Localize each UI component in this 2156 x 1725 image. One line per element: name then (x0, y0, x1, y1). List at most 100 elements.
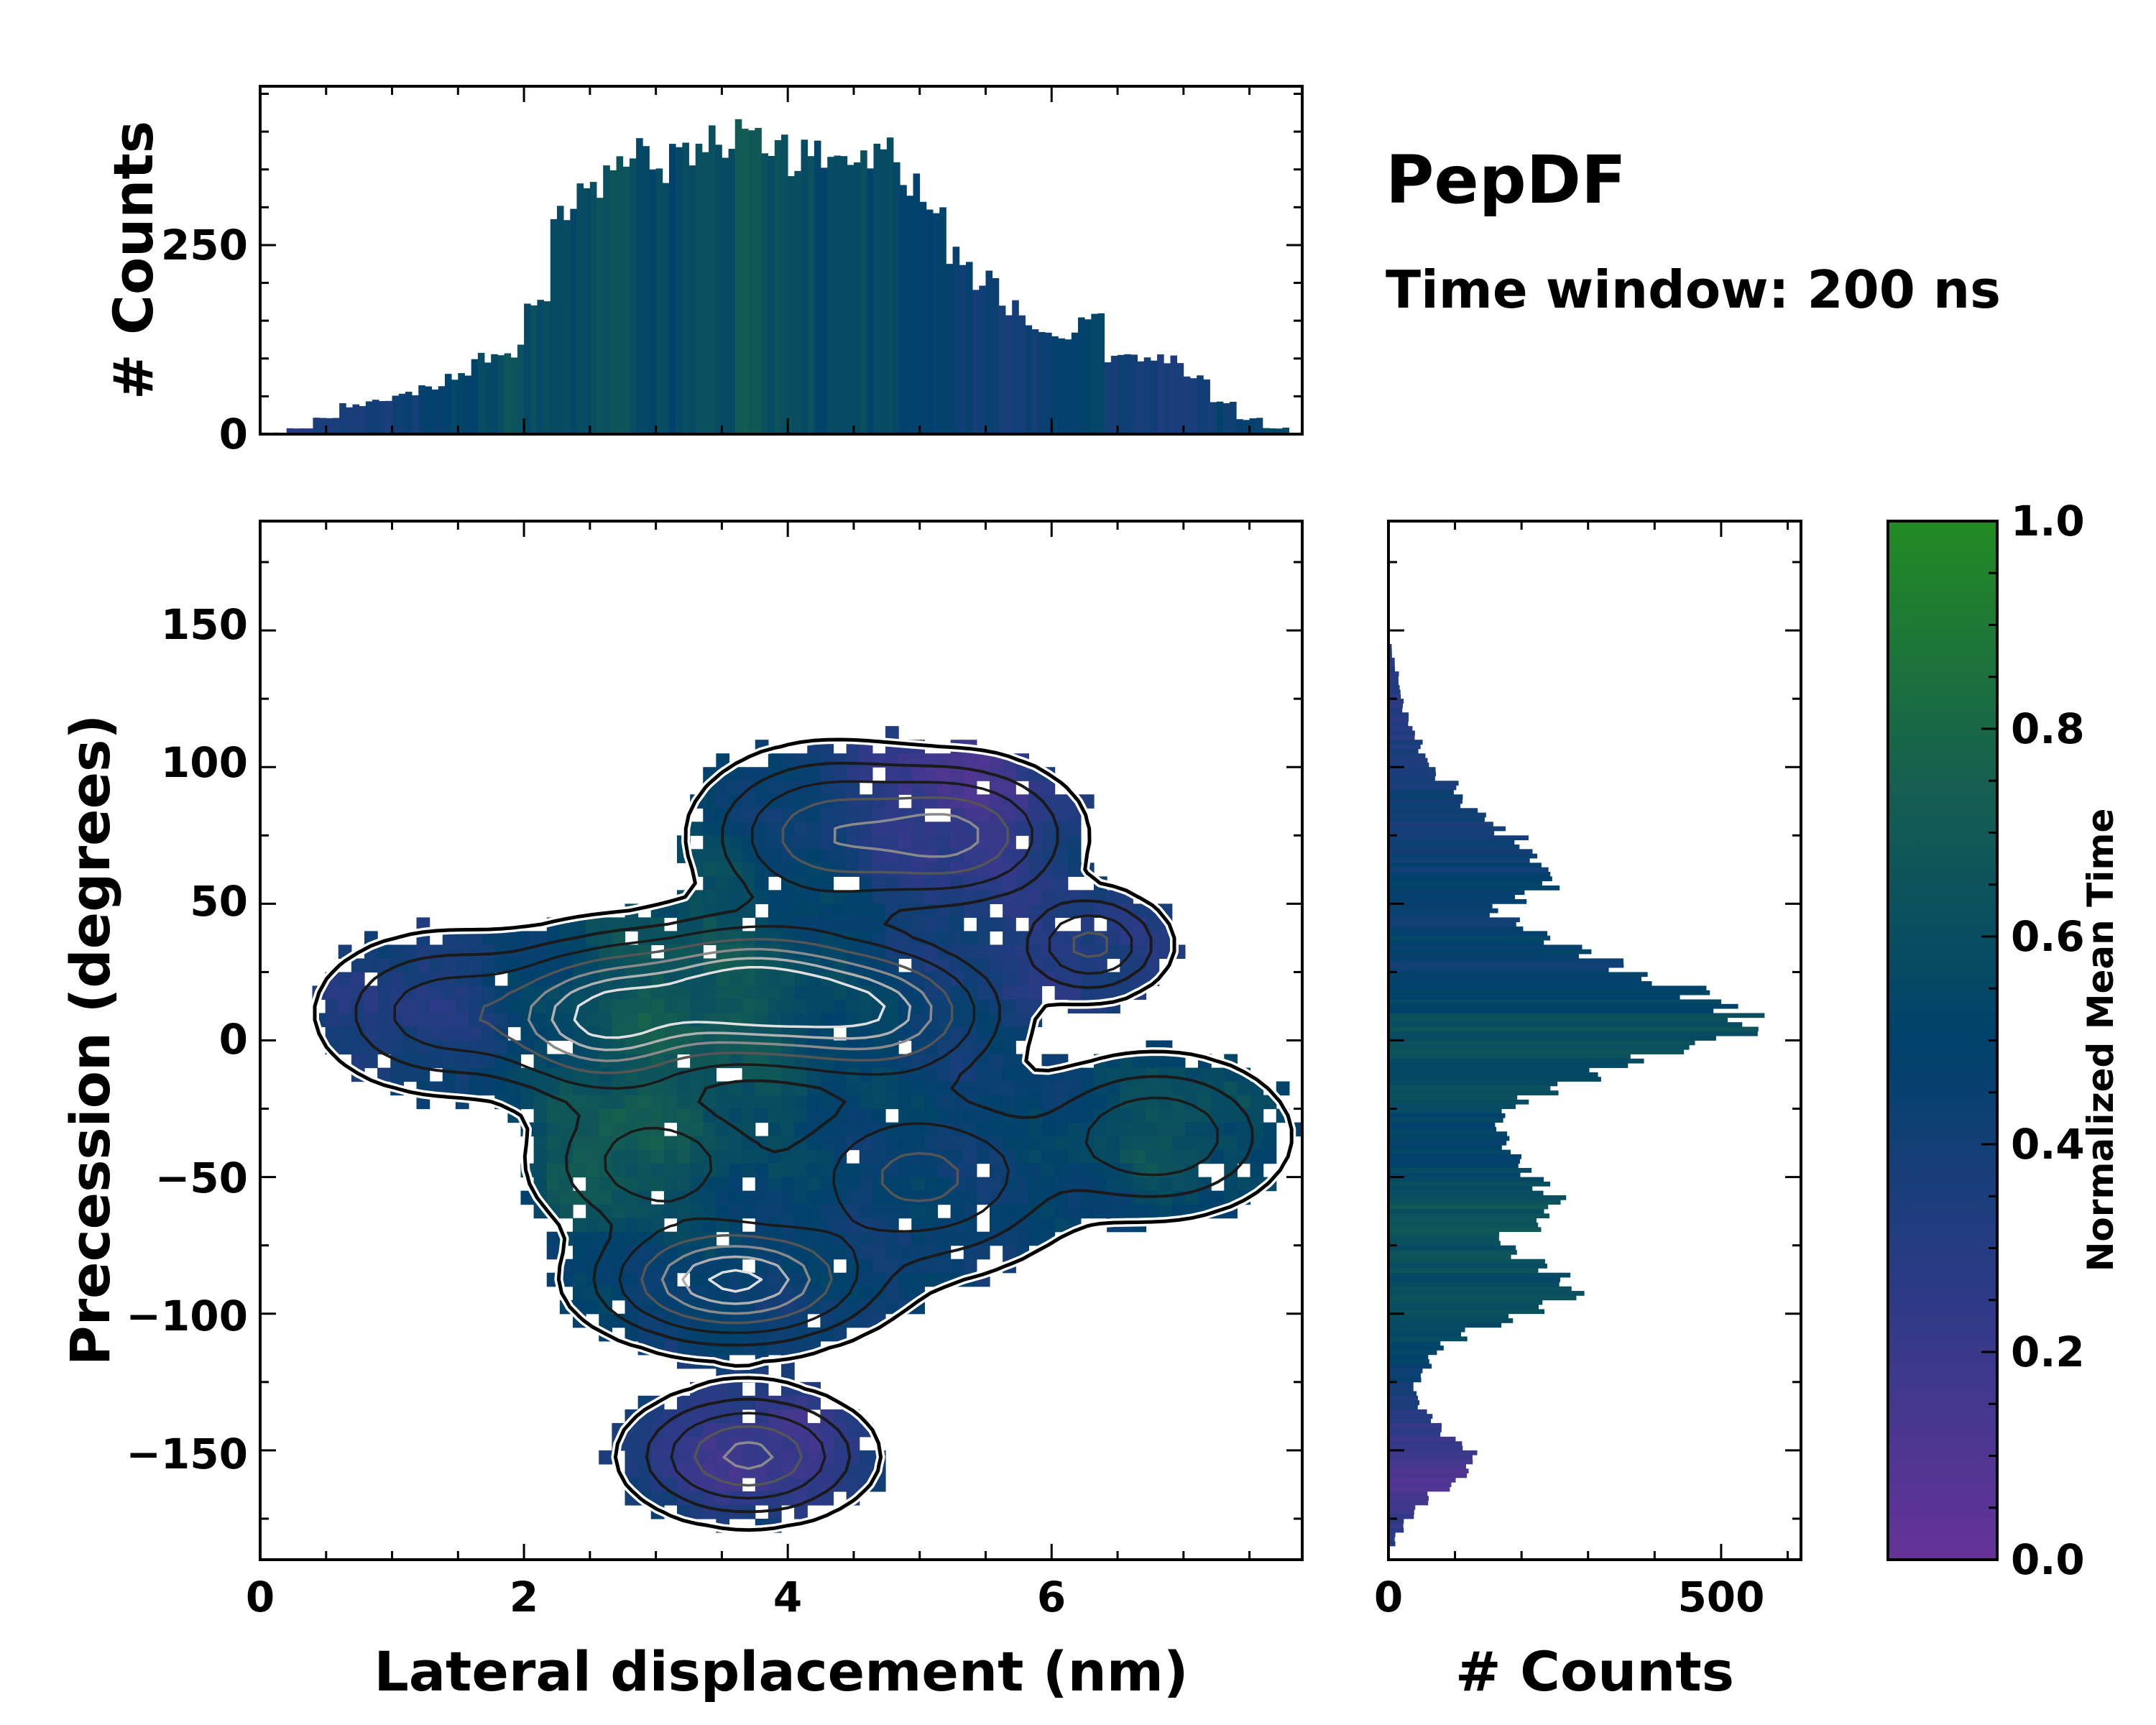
heatmap-cell (833, 1327, 847, 1342)
heatmap-cell (364, 1026, 378, 1041)
heatmap-cell (1028, 1149, 1043, 1164)
main-ytick-label-50: 50 (190, 877, 248, 926)
top-histogram-bar (655, 168, 663, 434)
heatmap-cell (586, 1245, 599, 1260)
heatmap-cell (703, 1190, 717, 1205)
heatmap-cell (990, 958, 1003, 973)
heatmap-cell (1120, 958, 1133, 973)
heatmap-cell (950, 1067, 964, 1082)
heatmap-cell (820, 1204, 834, 1219)
heatmap-cell (716, 1245, 730, 1260)
heatmap-cell (859, 1095, 873, 1110)
heatmap-cell (898, 1163, 912, 1178)
heatmap-cell (911, 1272, 925, 1287)
heatmap-cell (1080, 1108, 1095, 1123)
heatmap-cell (807, 1204, 821, 1219)
right-histogram-bar (1388, 1090, 1559, 1095)
heatmap-cell (1146, 958, 1160, 973)
heatmap-cell (950, 1108, 964, 1123)
heatmap-cell (1080, 1067, 1095, 1082)
heatmap-cell (742, 1095, 756, 1110)
heatmap-cell (950, 753, 964, 768)
heatmap-cell (911, 985, 925, 1000)
heatmap-cell (650, 1067, 665, 1082)
heatmap-cell (599, 1272, 612, 1287)
heatmap-cell (859, 917, 873, 932)
heatmap-cell (846, 781, 860, 795)
top-histogram-bar (919, 201, 927, 434)
top-histogram-bar (860, 150, 867, 434)
right-histogram-bar (1388, 1450, 1478, 1455)
heatmap-cell (625, 1204, 639, 1219)
heatmap-cell (768, 1026, 782, 1041)
heatmap-cell (1094, 1177, 1107, 1192)
top-histogram-bar (1216, 401, 1224, 434)
heatmap-cell (794, 1122, 808, 1137)
heatmap-cell (781, 903, 795, 918)
heatmap-cell (1120, 1190, 1133, 1205)
right-histogram-bar (1388, 735, 1415, 740)
heatmap-cell (1015, 808, 1029, 822)
heatmap-cell (559, 985, 573, 1000)
heatmap-cell (1015, 822, 1029, 836)
heatmap-cell (546, 1149, 561, 1164)
heatmap-cell (1080, 985, 1095, 1000)
top-histogram-bar (867, 168, 874, 434)
heatmap-cell (990, 1122, 1003, 1137)
heatmap-cell (885, 931, 899, 945)
heatmap-cell (833, 1286, 847, 1301)
right-histogram-bar (1388, 1463, 1467, 1469)
heatmap-cell (1003, 1122, 1016, 1137)
heatmap-cell (1003, 1231, 1016, 1246)
right-histogram-bar (1388, 1377, 1422, 1383)
heatmap-cell (911, 1231, 925, 1246)
heatmap-cell (1041, 890, 1056, 904)
top-histogram-bar (734, 119, 742, 434)
heatmap-cell (872, 1108, 886, 1123)
heatmap-cell (807, 1149, 821, 1164)
heatmap-cell (1003, 999, 1016, 1014)
right-histogram-bar (1388, 1482, 1452, 1487)
heatmap-cell (1015, 1136, 1029, 1151)
heatmap-cell (990, 1204, 1003, 1219)
heatmap-cell (1184, 1122, 1199, 1137)
top-histogram-bar (326, 418, 333, 434)
top-histogram-bar (1210, 402, 1217, 434)
heatmap-cell (755, 1163, 769, 1178)
heatmap-cell (663, 1231, 678, 1246)
right-histogram-bar (1388, 1167, 1532, 1173)
heatmap-cell (559, 1204, 573, 1219)
heatmap-cell (455, 1026, 469, 1041)
heatmap-cell (1133, 1122, 1147, 1137)
heatmap-cell (990, 1040, 1003, 1055)
heatmap-cell (599, 1450, 612, 1465)
heatmap-cell (599, 1259, 612, 1274)
right-histogram-bar (1388, 712, 1409, 717)
heatmap-cell (768, 1436, 782, 1451)
heatmap-cell (559, 999, 573, 1014)
heatmap-cell (1028, 1177, 1043, 1192)
heatmap-cell (807, 1136, 821, 1151)
heatmap-cell (1094, 1067, 1107, 1082)
heatmap-cell (559, 1026, 573, 1041)
top-histogram-bar (1282, 427, 1290, 434)
figure-subtitle: Time window: 200 ns (1386, 259, 2001, 320)
heatmap-cell (729, 1177, 743, 1192)
heatmap-cell (885, 862, 899, 877)
heatmap-cell (833, 1450, 847, 1465)
heatmap-cell (573, 1218, 586, 1233)
right-histogram-bar (1388, 1491, 1428, 1496)
heatmap-cell (494, 958, 508, 973)
heatmap-cell (1054, 1177, 1069, 1192)
heatmap-cell (755, 1095, 769, 1110)
heatmap-cell (390, 972, 404, 987)
heatmap-cell (807, 1013, 821, 1028)
heatmap-cell (1015, 890, 1029, 904)
heatmap-cell (325, 999, 339, 1014)
heatmap-cell (1211, 1190, 1225, 1205)
heatmap-cell (768, 944, 782, 960)
top-histogram-bar (788, 176, 795, 434)
right-histogram-bar (1388, 1422, 1442, 1428)
heatmap-cell (729, 1081, 743, 1096)
heatmap-cell (820, 1054, 834, 1069)
